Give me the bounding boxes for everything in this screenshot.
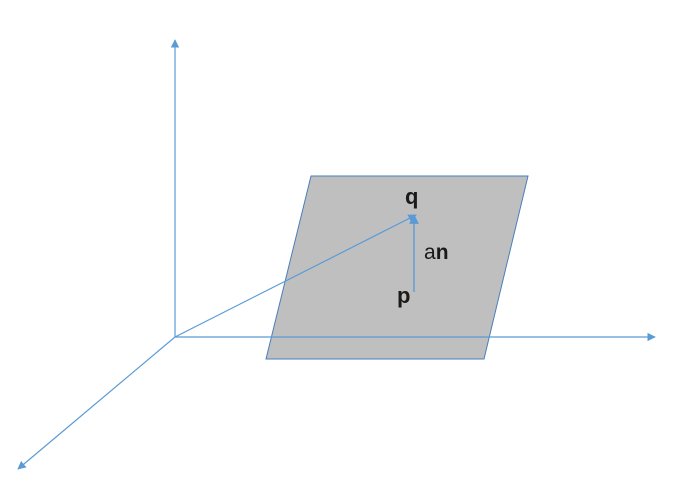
scalar-a-label: a [424, 241, 436, 264]
plane [265, 175, 529, 360]
vector-an-label: an [424, 242, 449, 263]
normal-n-label: n [435, 241, 449, 264]
point-p-label: p [397, 283, 411, 308]
vector-origin-to-q [174, 214, 417, 338]
point-q-label: q [405, 184, 419, 209]
z-axis [17, 336, 176, 470]
